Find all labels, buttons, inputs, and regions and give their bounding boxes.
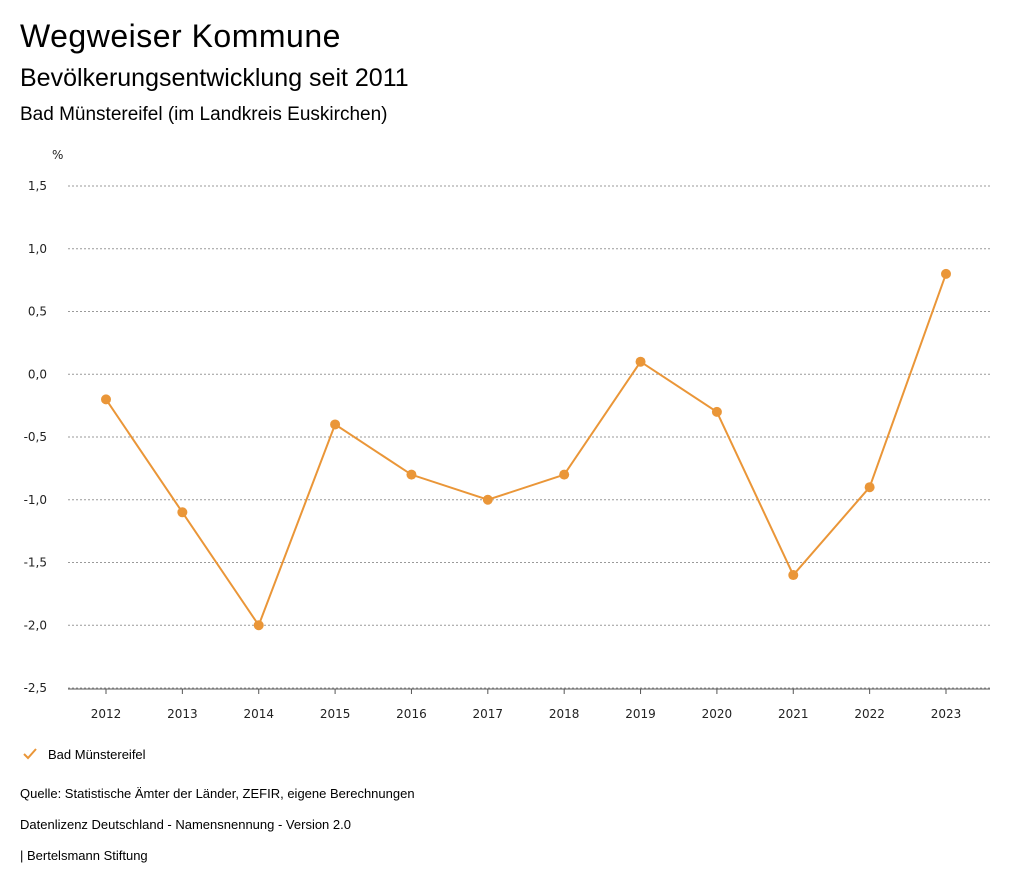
- x-tick-label: 2021: [778, 707, 809, 721]
- data-point[interactable]: [101, 394, 111, 405]
- data-point[interactable]: [330, 419, 341, 430]
- x-tick-label: 2013: [167, 707, 198, 721]
- y-tick-label: 0,5: [28, 305, 47, 319]
- data-point[interactable]: [788, 570, 799, 581]
- data-point[interactable]: [941, 268, 951, 279]
- page-title: Wegweiser Kommune: [20, 18, 341, 54]
- data-point[interactable]: [406, 469, 417, 480]
- data-point[interactable]: [559, 469, 570, 480]
- x-tick-label: 2018: [549, 707, 580, 721]
- place-label: Bad Münstereifel (im Landkreis Euskirche…: [20, 104, 388, 125]
- chart-subtitle: Bevölkerungsentwicklung seit 2011: [20, 64, 409, 92]
- data-point[interactable]: [635, 356, 646, 367]
- y-tick-label: -0,5: [24, 430, 47, 444]
- legend-label: Bad Münstereifel: [48, 746, 146, 762]
- data-point[interactable]: [253, 620, 264, 631]
- x-tick-label: 2017: [473, 707, 504, 721]
- y-tick-label: 1,5: [28, 179, 47, 193]
- checkmark-icon: [23, 748, 37, 760]
- data-point[interactable]: [864, 482, 875, 493]
- x-tick-label: 2014: [243, 707, 274, 721]
- x-tick-label: 2020: [702, 707, 733, 721]
- publisher-note: | Bertelsmann Stiftung: [20, 848, 148, 863]
- data-point[interactable]: [482, 494, 493, 505]
- x-tick-label: 2012: [91, 707, 122, 721]
- x-tick-label: 2016: [396, 707, 427, 721]
- y-tick-label: -1,5: [24, 556, 47, 570]
- x-tick-label: 2022: [854, 707, 885, 721]
- x-tick-label: 2019: [625, 707, 656, 721]
- data-point[interactable]: [177, 507, 188, 518]
- source-note: Quelle: Statistische Ämter der Länder, Z…: [20, 786, 415, 801]
- series-line: [105, 273, 947, 628]
- x-tick-label: 2015: [320, 707, 351, 721]
- x-tick-label: 2023: [931, 707, 962, 721]
- line-chart: % 1,5 1,0 0,5 0,0 -0,5 -1,0 -1,5 -2,0 -2,5 2012 2…: [24, 148, 990, 721]
- y-axis-unit: %: [52, 148, 63, 162]
- y-tick-label: -2,5: [24, 681, 47, 695]
- y-tick-label: 1,0: [28, 242, 47, 256]
- y-tick-label: -1,0: [24, 493, 47, 507]
- legend[interactable]: Bad Münstereifel: [22, 746, 146, 762]
- y-tick-label: 0,0: [28, 367, 47, 381]
- data-point[interactable]: [711, 406, 722, 417]
- license-note: Datenlizenz Deutschland - Namensnennung …: [20, 817, 351, 832]
- y-tick-label: -2,0: [24, 618, 47, 632]
